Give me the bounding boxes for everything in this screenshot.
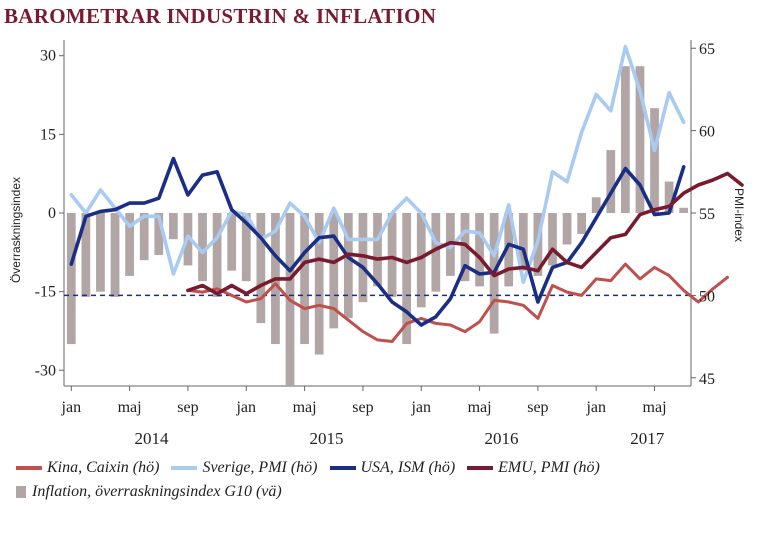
bar-inflation-38 (621, 66, 630, 213)
legend: Kina, Caixin (hö) Sverige, PMI (hö) USA,… (16, 456, 756, 504)
bar-inflation-25 (431, 213, 441, 292)
bar-inflation-13 (256, 213, 266, 324)
x-tick-label-0: jan (61, 399, 82, 416)
left-tick-label-0: 30 (40, 48, 56, 65)
year-label-2014: 2014 (134, 429, 169, 448)
bar-inflation-9 (198, 213, 207, 282)
series-line-usa (69, 156, 686, 327)
series-line-sverige (69, 44, 686, 285)
bar-inflation-39 (635, 66, 645, 213)
legend-swatch-inflation (16, 486, 26, 498)
bar-inflation-31 (518, 213, 528, 271)
bar-inflation-23 (402, 213, 412, 345)
left-tick-label-1: 15 (40, 126, 56, 143)
bar-inflation-10 (212, 213, 222, 297)
legend-swatch-emu (467, 466, 494, 470)
legend-label-usa: USA, ISM (hö) (360, 459, 456, 476)
bar-inflation-30 (504, 213, 514, 287)
legend-label-sverige: Sverige, PMI (hö) (202, 459, 318, 476)
legend-item-usa: USA, ISM (hö) (329, 459, 456, 477)
bar-inflation-16 (300, 213, 309, 345)
x-tick-label-2: sep (177, 399, 198, 416)
bar-inflation-24 (416, 213, 426, 308)
bar-inflation-22 (387, 213, 397, 297)
bar-inflation-12 (241, 213, 251, 282)
bar-inflation-40 (650, 108, 659, 213)
right-tick-label-3: 50 (699, 288, 715, 305)
x-tick-label-10: maj (643, 399, 667, 416)
year-label-2015: 2015 (309, 429, 343, 448)
bar-inflation-18 (329, 213, 339, 329)
legend-item-inflation: Inflation, överraskningsindex G10 (vä) (16, 483, 282, 501)
legend-item-emu: EMU, PMI (hö) (467, 459, 600, 477)
legend-row-1: Kina, Caixin (hö) Sverige, PMI (hö) USA,… (16, 456, 756, 480)
bar-inflation-5 (139, 213, 149, 261)
x-tick-label-5: sep (352, 399, 373, 416)
x-tick-label-6: jan (410, 399, 431, 416)
right-axis-label: PMI-index (732, 188, 746, 242)
legend-item-sverige: Sverige, PMI (hö) (171, 459, 318, 477)
bar-inflation-2 (96, 213, 105, 292)
legend-row-2: Inflation, överraskningsindex G10 (vä) (16, 480, 756, 504)
bar-inflation-6 (154, 213, 164, 255)
year-label-2017: 2017 (630, 429, 665, 448)
bar-inflation-33 (548, 213, 557, 266)
chart-title: BAROMETRAR INDUSTRIN & INFLATION (4, 4, 437, 28)
bar-inflation-4 (125, 213, 134, 276)
x-tick-label-9: jan (585, 399, 606, 416)
right-tick-label-0: 65 (699, 41, 715, 58)
x-tick-label-7: maj (468, 399, 492, 416)
bar-inflation-1 (81, 213, 91, 297)
x-tick-label-1: maj (118, 399, 142, 416)
right-tick-label-1: 60 (699, 124, 715, 141)
bar-inflation-0 (66, 213, 76, 345)
bar-inflation-21 (373, 213, 382, 287)
bar-inflation-27 (460, 213, 470, 282)
right-tick-label-4: 45 (699, 371, 715, 388)
right-tick-label-2: 55 (699, 206, 715, 223)
bar-inflation-34 (562, 213, 572, 245)
series-line-kina (186, 262, 729, 343)
series-line-emu (186, 171, 744, 296)
legend-item-kina: Kina, Caixin (hö) (16, 459, 159, 477)
left-tick-label-4: -30 (35, 362, 56, 379)
x-tick-label-3: jan (235, 399, 256, 416)
x-tick-label-8: sep (527, 399, 548, 416)
bar-inflation-3 (110, 213, 120, 297)
bar-inflation-19 (343, 213, 353, 318)
bar-inflation-28 (475, 213, 484, 287)
legend-swatch-kina (16, 466, 42, 470)
bar-inflation-11 (227, 213, 237, 271)
year-label-2016: 2016 (484, 429, 518, 448)
bar-inflation-36 (591, 197, 601, 213)
legend-swatch-sverige (171, 466, 198, 470)
x-tick-label-4: maj (293, 399, 317, 416)
left-tick-label-3: -15 (35, 284, 56, 301)
bar-inflation-42 (679, 207, 689, 213)
bar-inflation-35 (577, 213, 587, 234)
legend-label-inflation: Inflation, överraskningsindex G10 (vä) (32, 483, 282, 500)
bar-inflation-41 (664, 181, 674, 213)
legend-swatch-usa (329, 466, 356, 470)
bar-inflation-37 (606, 150, 616, 213)
legend-label-kina: Kina, Caixin (hö) (47, 459, 160, 476)
bar-inflation-7 (168, 213, 178, 240)
left-axis-label: Överraskningsindex (9, 177, 23, 283)
bar-inflation-17 (314, 213, 324, 355)
legend-label-emu: EMU, PMI (hö) (498, 459, 600, 476)
left-tick-label-2: 0 (48, 205, 56, 222)
